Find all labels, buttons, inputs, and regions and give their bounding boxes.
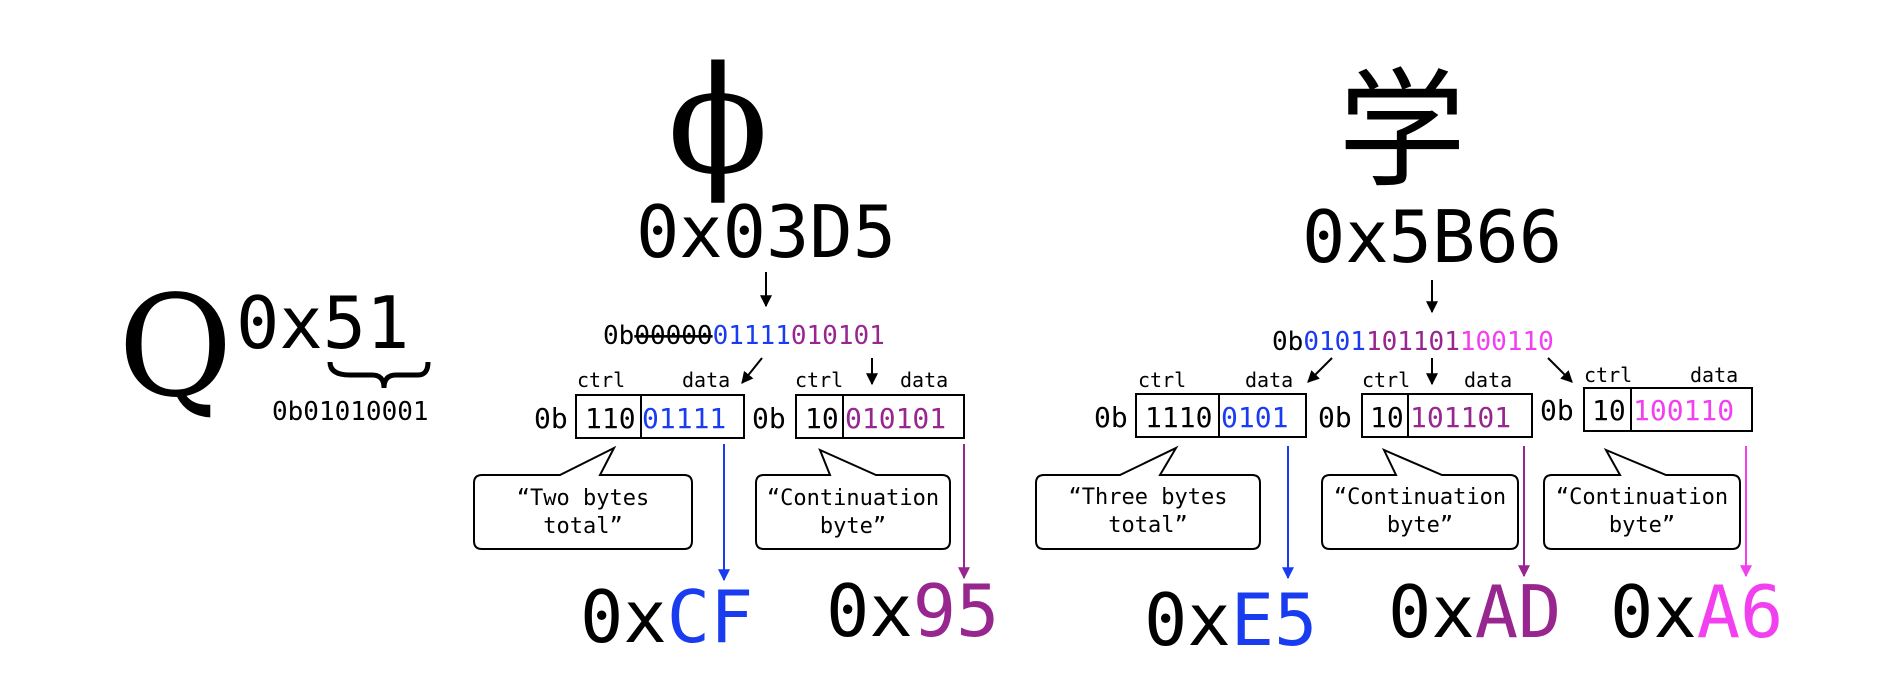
xue-byte2-note (1321, 448, 1519, 550)
xue-byte2-hex-prefix: 0x (1388, 570, 1475, 654)
xue-bits-prefix: 0b (1272, 327, 1303, 357)
q-codepoint: 0x51 (236, 281, 409, 365)
xue-byte2: ctrl data 0b 10 101101 “Continuation byt… (1318, 368, 1561, 654)
xue-byte1: ctrl data 0b 1110 0101 “Three bytes tota… (1035, 368, 1317, 662)
phi-byte1-note (473, 445, 693, 550)
xue-byte3: ctrl data 0b 10 100110 “Continuation byt… (1540, 363, 1783, 654)
xue-byte1-data: 0101 (1221, 401, 1288, 434)
xue-bits-blue: 0101 (1303, 327, 1366, 357)
q-code-prefix: 0x (236, 281, 323, 365)
phi-glyph: ϕ (668, 35, 769, 207)
xue-byte3-data: 100110 (1633, 394, 1734, 427)
xue-group: 学 0x5B66 0b0101101101100110 ctrl data 0b… (1035, 57, 1783, 662)
q-group: Q 0x51 0b01010001 (118, 266, 431, 429)
phi-byte2-data-label: data (900, 368, 948, 392)
phi-byte2-prefix: 0b (752, 402, 786, 435)
phi-byte1-prefix: 0b (534, 402, 568, 435)
phi-bits-blue: 01111 (713, 321, 791, 351)
phi-byte1-hex: 0xCF (580, 575, 753, 659)
phi-byte1-hex-value: CF (667, 575, 754, 659)
phi-byte2-hex-value: 95 (913, 569, 1000, 653)
xue-byte1-data-label: data (1245, 368, 1293, 392)
q-brace (327, 361, 431, 389)
xue-bitstring: 0b0101101101100110 (1272, 327, 1554, 357)
q-code-digits: 51 (323, 281, 410, 365)
phi-bits-struck: 00000 (634, 321, 712, 351)
phi-byte2-data: 010101 (845, 402, 946, 435)
xue-byte1-hex-prefix: 0x (1144, 578, 1231, 662)
xue-byte3-note (1543, 447, 1741, 550)
xue-byte2-data-label: data (1464, 368, 1512, 392)
phi-byte1-hex-prefix: 0x (580, 575, 667, 659)
phi-byte2-ctrl: 10 (805, 402, 839, 435)
xue-arrow-byte3 (1547, 357, 1573, 383)
xue-glyph: 学 (1338, 57, 1466, 206)
phi-arrow-byte1 (741, 357, 763, 384)
phi-byte1: ctrl data 0b 110 01111 “Two bytes total”… (473, 368, 753, 659)
phi-byte1-ctrl: 110 (585, 402, 636, 435)
phi-byte2-hex: 0x95 (826, 569, 999, 653)
xue-byte3-ctrl: 10 (1592, 394, 1626, 427)
phi-byte1-data: 01111 (642, 402, 726, 435)
xue-byte2-box (1361, 393, 1533, 438)
xue-byte2-data: 101101 (1410, 401, 1511, 434)
phi-bits-prefix: 0b (603, 321, 634, 351)
q-glyph: Q (118, 266, 233, 429)
xue-bits-purple: 101101 (1366, 327, 1460, 357)
xue-byte3-hex: 0xA6 (1610, 570, 1783, 654)
xue-byte3-hex-value: A6 (1697, 570, 1784, 654)
xue-byte1-prefix: 0b (1094, 401, 1128, 434)
xue-byte2-prefix: 0b (1318, 401, 1352, 434)
xue-byte3-ctrl-label: ctrl (1584, 363, 1632, 387)
phi-bitstring: 0b0000001111010101 (603, 321, 885, 351)
xue-byte2-ctrl-label: ctrl (1362, 368, 1410, 392)
xue-byte1-note-line2: total” (1108, 513, 1187, 538)
phi-byte1-note-line1: “Two bytes (517, 486, 649, 511)
phi-byte1-box (575, 394, 745, 439)
q-binary: 0b01010001 (272, 397, 429, 427)
xue-byte3-data-label: data (1690, 363, 1738, 387)
xue-bits-pink: 100110 (1460, 327, 1554, 357)
xue-byte1-hex-value: E5 (1231, 578, 1318, 662)
phi-byte2: ctrl data 0b 10 010101 “Continuation byt… (752, 368, 999, 653)
phi-bits-purple: 010101 (791, 321, 885, 351)
phi-byte2-hex-prefix: 0x (826, 569, 913, 653)
xue-byte2-note-line2: byte” (1387, 513, 1453, 538)
xue-byte3-hex-prefix: 0x (1610, 570, 1697, 654)
phi-byte2-note-line1: “Continuation (767, 486, 939, 511)
phi-byte2-ctrl-label: ctrl (795, 368, 843, 392)
xue-byte2-ctrl: 10 (1370, 401, 1404, 434)
phi-byte1-ctrl-label: ctrl (577, 368, 625, 392)
phi-byte2-box (795, 394, 965, 439)
xue-byte2-note-line1: “Continuation (1334, 485, 1506, 510)
xue-byte1-hex: 0xE5 (1144, 578, 1317, 662)
phi-group: ϕ 0x03D5 0b0000001111010101 ctrl data 0b… (473, 35, 999, 659)
phi-byte1-data-label: data (682, 368, 730, 392)
xue-byte2-hex: 0xAD (1388, 570, 1561, 654)
phi-byte2-note-line2: byte” (820, 514, 886, 539)
phi-byte2-note (755, 448, 951, 550)
xue-codepoint: 0x5B66 (1302, 195, 1562, 279)
xue-arrow-byte1 (1307, 357, 1333, 383)
xue-byte1-note (1035, 445, 1261, 550)
xue-byte3-note-line2: byte” (1609, 513, 1675, 538)
xue-byte1-note-line1: “Three bytes (1069, 485, 1228, 510)
xue-byte1-ctrl: 1110 (1145, 401, 1212, 434)
xue-byte3-note-line1: “Continuation (1556, 485, 1728, 510)
xue-byte3-box (1583, 387, 1753, 432)
xue-byte2-hex-value: AD (1475, 570, 1562, 654)
xue-byte3-prefix: 0b (1540, 394, 1574, 427)
phi-byte1-note-line2: total” (543, 514, 622, 539)
phi-codepoint: 0x03D5 (636, 190, 896, 274)
xue-byte1-ctrl-label: ctrl (1138, 368, 1186, 392)
xue-byte1-box (1135, 393, 1307, 438)
